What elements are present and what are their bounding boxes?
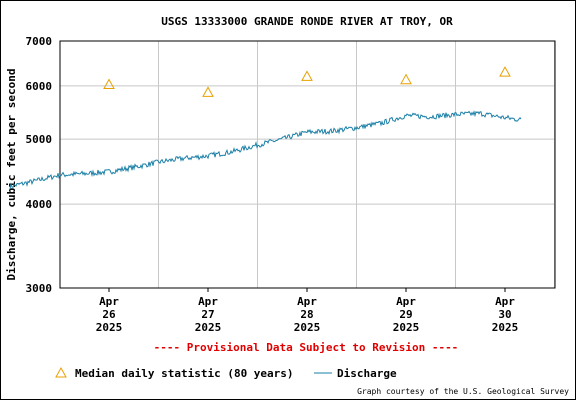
y-axis-label: Discharge, cubic feet per second: [5, 69, 18, 281]
plot-area: [60, 41, 555, 288]
x-tick-day: 28: [300, 308, 313, 321]
median-marker: [499, 66, 511, 77]
x-tick-day: 26: [102, 308, 116, 321]
x-tick-month: Apr: [198, 295, 218, 308]
legend-discharge-label: Discharge: [337, 367, 397, 380]
x-tick-month: Apr: [99, 295, 119, 308]
x-tick-month: Apr: [495, 295, 515, 308]
legend-median-icon: [55, 366, 67, 378]
x-tick-month: Apr: [297, 295, 317, 308]
discharge-line: [9, 110, 522, 190]
y-tick-label: 7000: [26, 35, 53, 48]
y-tick-label: 3000: [26, 282, 53, 295]
median-marker: [301, 70, 313, 81]
x-tick-year: 2025: [492, 321, 519, 334]
plot-border: [59, 40, 556, 289]
median-marker: [103, 78, 115, 89]
legend-median-label: Median daily statistic (80 years): [75, 367, 294, 380]
chart-title: USGS 13333000 GRANDE RONDE RIVER AT TROY…: [161, 15, 453, 28]
y-tick-label: 5000: [26, 133, 53, 146]
x-tick-year: 2025: [96, 321, 123, 334]
y-tick-label: 4000: [26, 198, 53, 211]
x-tick-day: 27: [201, 308, 214, 321]
x-tick-day: 29: [399, 308, 412, 321]
credit-text: Graph courtesy of the U.S. Geological Su…: [357, 387, 569, 396]
x-tick-year: 2025: [393, 321, 420, 334]
y-tick-label: 6000: [26, 80, 53, 93]
provisional-notice: ---- Provisional Data Subject to Revisio…: [154, 341, 459, 354]
x-tick-year: 2025: [195, 321, 222, 334]
x-tick-year: 2025: [294, 321, 321, 334]
x-tick-day: 30: [498, 308, 511, 321]
median-marker: [400, 73, 412, 85]
x-tick-month: Apr: [396, 295, 416, 308]
median-marker: [202, 86, 214, 97]
